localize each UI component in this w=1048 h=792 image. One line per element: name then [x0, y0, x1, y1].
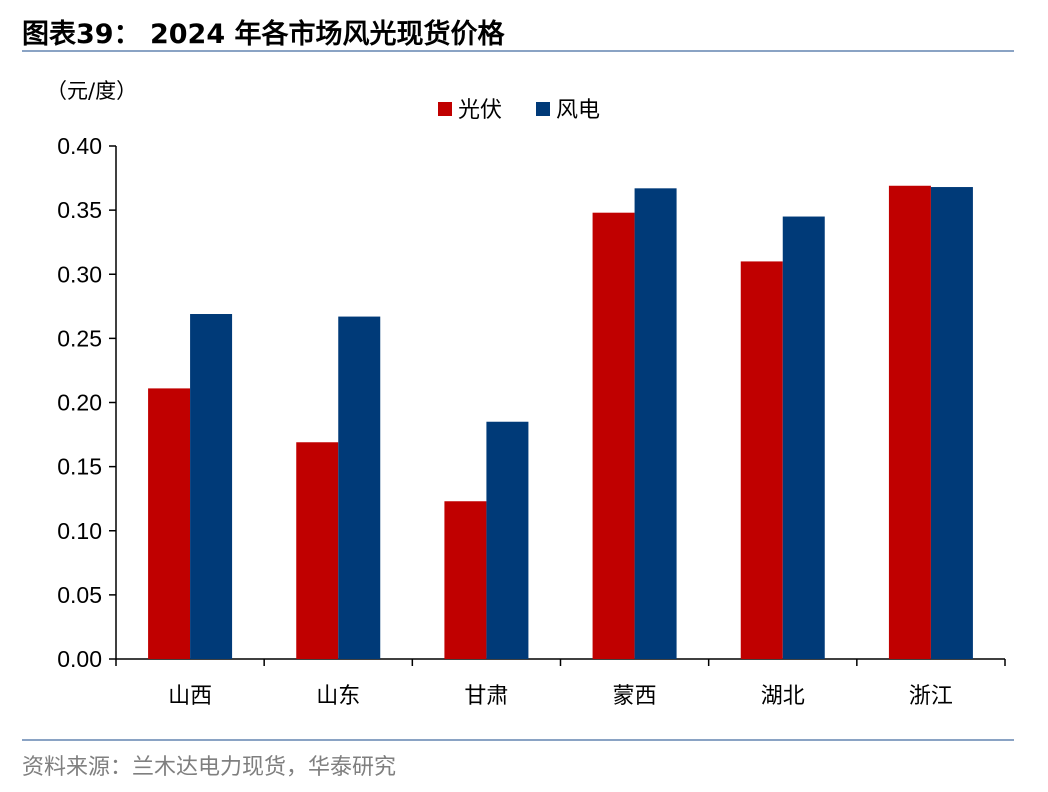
y-tick-label: 0.20	[57, 390, 102, 416]
legend: 光伏 风电	[438, 98, 600, 123]
x-category-label: 山西	[168, 684, 212, 709]
source-note: 资料来源：兰木达电力现货，华泰研究	[22, 755, 397, 780]
bars	[148, 185, 973, 660]
bar-solar-5	[888, 185, 931, 659]
source-divider	[22, 739, 1014, 741]
bar-solar-3	[592, 212, 635, 659]
y-tick-label: 0.00	[57, 646, 102, 672]
x-category-label: 甘肃	[464, 684, 508, 709]
legend-swatch-solar	[438, 102, 452, 116]
bar-solar-4	[740, 261, 783, 659]
y-tick-label: 0.10	[57, 518, 102, 544]
labels: 0.00 0.05 0.10 0.15 0.20 0.25 0.30 0.35 0.40 山西 山东…	[46, 79, 953, 709]
bar-wind-0	[190, 314, 233, 659]
y-tick-label: 0.30	[57, 261, 102, 287]
y-tick-label: 0.15	[57, 454, 102, 480]
y-tick-label: 0.35	[57, 197, 102, 223]
legend-label-wind: 风电	[556, 98, 600, 123]
x-category-label: 蒙西	[613, 684, 657, 709]
bar-solar-2	[444, 501, 487, 659]
bar-wind-4	[782, 216, 825, 659]
bar-solar-0	[148, 388, 191, 659]
bar-wind-3	[634, 188, 677, 659]
y-tick-label: 0.25	[57, 325, 102, 351]
chart-title: 图表39： 2024 年各市场风光现货价格	[22, 19, 505, 50]
y-tick-label: 0.05	[57, 582, 102, 608]
bar-wind-1	[338, 316, 381, 659]
bar-solar-1	[296, 442, 339, 659]
x-category-label: 浙江	[909, 684, 953, 709]
y-axis-unit-label: （元/度）	[46, 79, 137, 103]
bar-wind-5	[930, 187, 973, 660]
y-tick-label: 0.40	[57, 133, 102, 159]
x-category-label: 湖北	[761, 684, 805, 709]
axes	[109, 145, 1006, 666]
bar-wind-2	[486, 421, 529, 659]
legend-label-solar: 光伏	[458, 98, 502, 123]
title-divider	[22, 50, 1014, 52]
x-category-label: 山东	[316, 684, 360, 709]
legend-swatch-wind	[536, 102, 550, 116]
